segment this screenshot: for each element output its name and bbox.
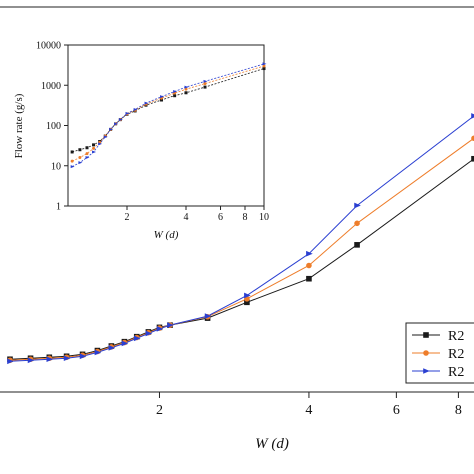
inset-data-point: [173, 94, 177, 98]
main-data-point: [354, 202, 361, 209]
main-data-point: [167, 322, 174, 328]
inset-data-point: [203, 79, 208, 83]
inset-data-point: [70, 159, 74, 163]
inset-data-point: [173, 89, 178, 93]
inset-data-point: [262, 64, 266, 68]
main-data-point: [471, 113, 474, 119]
main-data-point: [121, 340, 129, 347]
main-data-point: [306, 275, 312, 282]
inset-data-point: [78, 156, 82, 160]
legend: R2 R2 R2: [405, 322, 474, 384]
inset-data-point: [203, 85, 207, 89]
main-data-point: [133, 335, 141, 342]
inset-y-tick-label: 10000: [36, 41, 61, 52]
main-x-tick-label: 6: [393, 403, 400, 418]
main-x-tick-label: 4: [305, 403, 312, 418]
inset-data-point: [184, 85, 189, 89]
inset-data-point: [203, 82, 207, 86]
inset-data-point: [78, 161, 83, 165]
main-data-point: [471, 135, 474, 142]
inset-y-tick-label: 1000: [41, 81, 61, 92]
main-data-point: [108, 345, 116, 351]
main-data-point: [306, 262, 312, 269]
legend-label: R2: [448, 365, 464, 380]
legend-label: R2: [448, 347, 464, 362]
inset-x-tick-label: 4: [184, 212, 189, 223]
inset-data-point: [118, 118, 123, 122]
main-data-point: [306, 250, 313, 257]
inset-data-point: [92, 143, 96, 147]
inset-data-point: [70, 150, 74, 154]
inset-x-axis-label: W (d): [154, 229, 179, 241]
inset-data-point: [160, 95, 165, 99]
inset-data-point: [92, 146, 96, 150]
main-data-point: [94, 349, 102, 356]
inset-data-point: [133, 107, 138, 111]
inset-data-point: [70, 165, 75, 169]
inset-data-point: [103, 135, 108, 139]
main-data-point: [7, 358, 14, 365]
inset-data-point: [98, 142, 103, 146]
main-chart: 2 4 6 8 W (d) R2 R2 R2: [0, 6, 474, 452]
inset-data-point: [114, 122, 119, 126]
legend-swatch-marker: [423, 332, 429, 338]
inset-x-tick-label: 6: [218, 212, 223, 223]
main-x-ticks: 2 4 6 8: [156, 392, 462, 418]
inset-data-point: [262, 62, 267, 66]
inset-data-point: [78, 148, 82, 152]
main-x-axis-label: W (d): [255, 436, 289, 452]
main-data-point: [156, 326, 164, 332]
main-data-point: [63, 355, 71, 362]
main-data-point: [354, 220, 360, 227]
main-data-point: [244, 292, 251, 299]
main-data-point: [145, 330, 153, 337]
main-x-tick-label: 2: [156, 403, 163, 418]
inset-data-point: [85, 156, 90, 160]
inset-plot-frame: [67, 44, 265, 207]
inset-data-point: [184, 87, 188, 91]
inset-y-tick-label: 100: [46, 121, 61, 132]
inset-data-point: [160, 98, 164, 102]
legend-swatch-marker: [423, 368, 430, 374]
main-data-point: [27, 357, 35, 364]
main-series-markers: [7, 113, 474, 365]
main-x-tick-label: 8: [455, 403, 462, 418]
inset-y-tick-label: 1: [56, 202, 61, 213]
inset-data-point: [184, 91, 188, 95]
inset-x-ticks: 2 4 6 8 10: [125, 206, 269, 223]
main-data-point: [79, 353, 87, 360]
inset-data-point: [85, 152, 89, 156]
inset-y-ticks: 1 10 100 1000 10000: [36, 41, 68, 213]
inset-x-tick-label: 10: [259, 212, 269, 223]
inset-data-point: [262, 67, 266, 71]
main-data-point: [244, 299, 250, 306]
inset-series-markers: [70, 62, 267, 169]
inset-data-point: [92, 150, 97, 154]
main-data-point: [204, 313, 212, 319]
inset-data-point: [144, 101, 149, 105]
inset-y-tick-label: 10: [51, 161, 61, 172]
inset-x-tick-label: 2: [125, 212, 130, 223]
legend-label: R2: [448, 329, 464, 344]
inset-data-point: [125, 111, 130, 115]
main-data-point: [46, 356, 54, 363]
legend-entries: R2 R2 R2: [412, 329, 464, 380]
main-data-point: [471, 155, 474, 162]
inset-data-point: [85, 146, 89, 150]
main-data-point: [354, 242, 360, 248]
inset-data-point: [109, 127, 114, 131]
inset-x-tick-label: 8: [243, 212, 248, 223]
inset-y-axis-label: Flow rate (g/s): [13, 93, 25, 158]
legend-swatch-marker: [423, 350, 429, 356]
inset-chart: 2 4 6 8 10 1 10 100 1000 10000 Flow rate (g/s) W…: [13, 41, 269, 242]
